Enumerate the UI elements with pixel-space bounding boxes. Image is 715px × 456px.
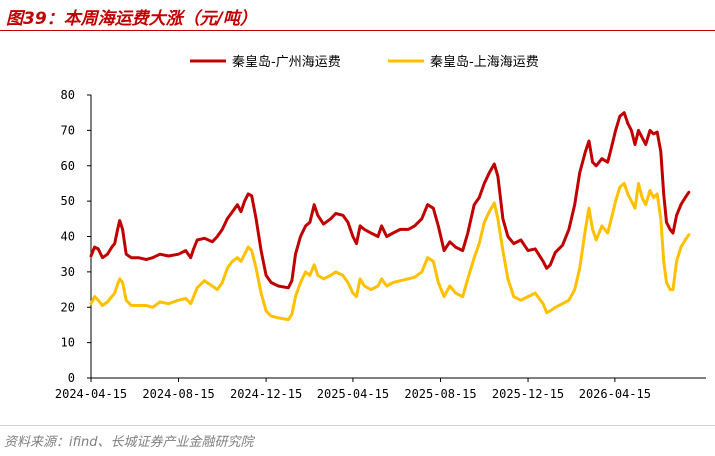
x-tick-label: 2024-08-15 [142,387,214,401]
chart-axes: 0 10 20 30 40 50 60 70 80 2024-04-15 2024-08-15 202… [55,88,706,401]
x-tick-label: 2024-12-15 [230,387,302,401]
x-tick-label: 2025-04-15 [317,387,389,401]
chart-series [89,111,691,322]
series-line-2 [89,181,691,322]
source-note: 资料来源：ifind、长城证券产业金融研究院 [4,435,254,450]
x-tick-label: 2025-12-15 [492,387,564,401]
y-tick-label: 80 [61,88,75,102]
title-divider [0,30,715,31]
y-tick-label: 50 [61,194,75,208]
y-tick-label: 20 [61,300,75,314]
x-tick-label: 2024-04-15 [55,387,127,401]
y-tick-label: 70 [61,123,75,137]
figure-title: 图39：本周海运费大涨（元/吨） [6,9,257,29]
legend-label-2: 秦皇岛-上海海运费 [430,54,539,70]
x-tick-label: 2026-04-15 [579,387,651,401]
legend-label-1: 秦皇岛-广州海运费 [232,54,341,70]
y-tick-label: 40 [61,230,75,244]
series-line-1 [89,111,691,290]
source-divider [0,425,715,426]
y-tick-label: 60 [61,159,75,173]
x-tick-label: 2025-08-15 [404,387,476,401]
y-tick-label: 10 [61,336,75,350]
y-tick-label: 0 [68,371,75,385]
y-tick-label: 30 [61,265,75,279]
legend: 秦皇岛-广州海运费 秦皇岛-上海海运费 [190,54,539,70]
